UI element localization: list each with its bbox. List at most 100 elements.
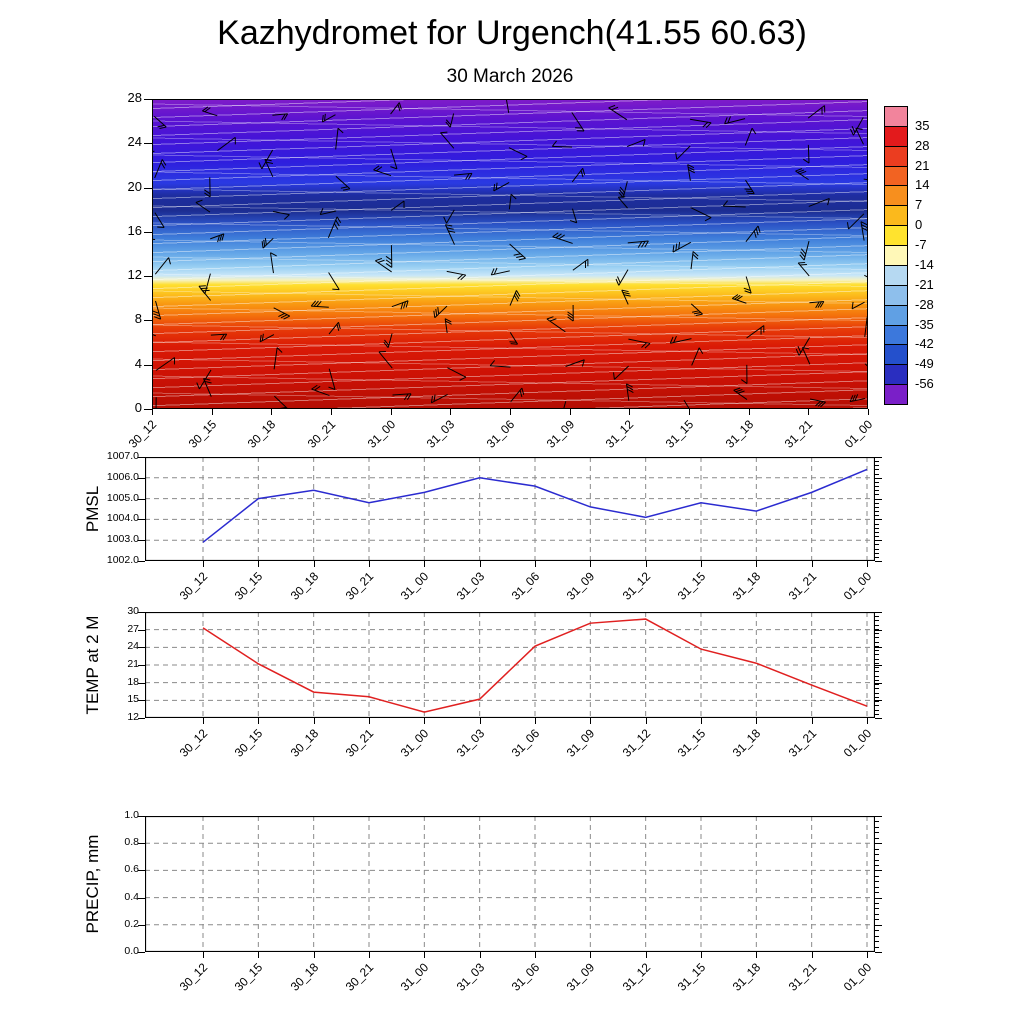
pmsl-minor-tick: [875, 548, 879, 550]
precip-ytick-label: 1.0: [124, 809, 139, 821]
pmsl-minor-tick: [875, 465, 879, 467]
temp2m-ytick-mark: [138, 647, 145, 649]
contour-ytick-mark: [144, 143, 152, 145]
temp2m-xaxis-time-label: 31_18: [730, 726, 764, 760]
precip-xaxis-tick-mark: [867, 952, 868, 958]
precip-ytick-label: 0.4: [124, 890, 139, 903]
pmsl-ytick-mark: [138, 477, 145, 479]
precip-minor-tick: [875, 897, 879, 899]
temp2m-ytick-mark-right: [875, 665, 882, 666]
precip-xaxis-time-label: 31_03: [453, 960, 487, 994]
colorbar-segment: [884, 106, 908, 127]
temp2m-minor-tick: [875, 671, 879, 673]
temp2m-minor-tick: [875, 662, 879, 664]
temp2m-minor-tick: [875, 637, 879, 639]
temp2m-ytick-mark: [138, 718, 145, 719]
precip-xaxis-tick-mark: [313, 952, 315, 958]
pmsl-xaxis-tick-mark: [479, 561, 481, 567]
precip-minor-tick: [875, 908, 879, 910]
temp2m-xaxis-tick-mark: [701, 718, 702, 724]
precip-xaxis-time-label: 30_18: [287, 960, 321, 994]
pmsl-xaxis-tick-mark: [424, 561, 426, 567]
temp2m-ytick-mark: [138, 629, 145, 631]
page-title: Kazhydromet for Urgench(41.55 60.63): [217, 14, 807, 52]
temp2m-minor-tick: [875, 650, 879, 652]
temp2m-xaxis-time-label: 31_03: [453, 726, 487, 760]
contour-xaxis-tick-mark: [808, 409, 810, 415]
precip-xaxis-tick-mark: [479, 952, 481, 958]
temp2m-xaxis-time-label: 30_18: [287, 726, 321, 760]
wind-barbs-layer: [153, 100, 867, 408]
temp2m-xaxis-time-label: 01_00: [840, 726, 875, 760]
contour-ytick-label: 16: [127, 222, 142, 238]
temp2m-xaxis-tick-mark: [867, 718, 868, 724]
temp2m-minor-tick: [875, 620, 879, 622]
pmsl-minor-tick: [875, 490, 879, 492]
pmsl-xaxis-tick-mark: [701, 561, 702, 567]
pmsl-minor-tick: [875, 540, 879, 542]
temp2m-minor-tick: [875, 692, 879, 694]
colorbar-tick-label: -35: [915, 316, 934, 332]
temp2m-ytick-mark: [138, 612, 145, 613]
temp2m-ytick-label: 21: [127, 658, 139, 670]
temp2m-ytick-mark: [138, 700, 145, 702]
pmsl-minor-tick: [875, 523, 879, 525]
temp2m-minor-tick: [875, 701, 879, 703]
temp2m-xaxis-time-label: 31_06: [508, 726, 543, 760]
precip-minor-tick: [875, 837, 879, 839]
contour-ytick-label: 20: [127, 178, 142, 194]
pmsl-ytick-label: 1002.0: [106, 554, 139, 566]
upper-air-plot: [152, 99, 868, 409]
precip-ytick-label: 0.2: [124, 917, 139, 930]
precip-xaxis-time-label: 31_21: [785, 960, 819, 994]
temp2m-ytick-mark-right: [875, 682, 882, 684]
pmsl-xaxis-tick-mark: [203, 561, 204, 567]
pmsl-xaxis-tick-mark: [590, 561, 592, 567]
colorbar-tick-label: -28: [915, 296, 934, 312]
temp2m-xaxis-tick-mark: [369, 718, 370, 724]
pmsl-xaxis-tick-mark: [258, 561, 260, 567]
precip-xaxis-time-label: 31_06: [508, 960, 543, 994]
temp2m-minor-tick: [875, 675, 879, 677]
pmsl-ytick-mark: [138, 561, 145, 562]
temp2m-minor-tick: [875, 679, 879, 681]
colorbar-tick-label: 35: [915, 117, 930, 133]
contour-xaxis-tick-mark: [271, 409, 273, 415]
precip-plot: [145, 816, 875, 952]
temp2m-xaxis-time-label: 31_15: [674, 726, 709, 760]
temp2m-minor-tick: [875, 624, 879, 626]
precip-xaxis-tick-mark: [701, 952, 702, 958]
contour-xaxis-tick-mark: [868, 409, 869, 415]
pmsl-minor-tick: [875, 477, 879, 479]
precip-minor-tick: [875, 875, 879, 877]
precip-ytick-label: 0.6: [124, 863, 139, 876]
temp2m-minor-tick: [875, 616, 879, 618]
precip-minor-tick: [875, 826, 879, 828]
colorbar-tick-label: -14: [915, 256, 934, 272]
temp2m-ytick-mark: [138, 682, 145, 684]
pmsl-minor-tick: [875, 561, 879, 562]
pmsl-minor-tick: [875, 544, 879, 546]
colorbar-segment: [884, 304, 908, 326]
precip-minor-tick: [875, 919, 879, 921]
contour-ytick-mark: [144, 99, 152, 100]
precip-ytick-mark: [138, 897, 145, 899]
precip-xaxis-tick-mark: [756, 952, 758, 958]
contour-xaxis-tick-mark: [331, 409, 332, 415]
precip-minor-tick: [875, 832, 879, 834]
pmsl-minor-tick: [875, 494, 879, 496]
colorbar-tick-label: 7: [915, 197, 923, 213]
pmsl-minor-tick: [875, 515, 879, 517]
temp2m-xaxis-time-label: 31_12: [619, 726, 653, 760]
temp2m-xaxis-tick-mark: [756, 718, 758, 724]
pmsl-minor-tick: [875, 502, 879, 504]
precip-ytick-mark: [138, 816, 145, 817]
temp2m-ytick-mark: [138, 665, 145, 666]
contour-ytick-mark: [144, 409, 152, 410]
precip-ytick-label: 0.0: [124, 945, 139, 957]
pmsl-xaxis-tick-mark: [369, 561, 370, 567]
pmsl-minor-tick: [875, 498, 879, 500]
temp2m-xaxis-tick-mark: [258, 718, 260, 724]
precip-xaxis-tick-mark: [424, 952, 426, 958]
